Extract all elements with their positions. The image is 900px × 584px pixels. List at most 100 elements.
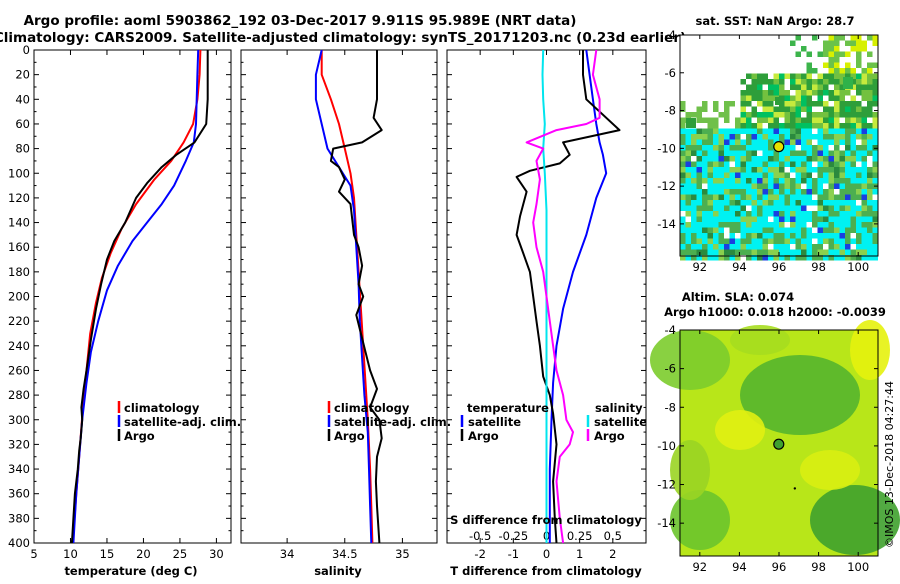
sst-cell xyxy=(707,189,713,195)
sst-cell xyxy=(713,150,719,156)
y-tick-label: 400 xyxy=(8,536,30,550)
sst-cell xyxy=(861,216,867,222)
sst-cell xyxy=(768,200,774,206)
sst-cell xyxy=(861,79,867,85)
sst-cell xyxy=(746,227,752,233)
sst-cell xyxy=(801,73,807,79)
sst-cell xyxy=(806,128,812,134)
sst-cell xyxy=(696,172,702,178)
sst-cell xyxy=(828,178,834,184)
sst-cell xyxy=(768,134,774,140)
sst-cell xyxy=(823,112,829,118)
sst-cell xyxy=(751,128,757,134)
sst-cell xyxy=(828,62,834,68)
sst-cell xyxy=(773,156,779,162)
sst-cell xyxy=(751,84,757,90)
y-tick-label: 300 xyxy=(8,413,30,427)
sst-cell xyxy=(817,200,823,206)
sst-cell xyxy=(757,112,763,118)
sst-cell xyxy=(867,68,873,74)
sst-cell xyxy=(757,139,763,145)
sst-cell xyxy=(845,244,851,250)
sst-cell xyxy=(702,200,708,206)
sst-cell xyxy=(812,117,818,123)
sst-cell xyxy=(790,249,796,255)
sst-cell xyxy=(801,233,807,239)
sst-cell xyxy=(784,249,790,255)
sst-cell xyxy=(784,161,790,167)
sst-cell xyxy=(856,112,862,118)
sst-cell xyxy=(795,156,801,162)
sst-cell xyxy=(762,134,768,140)
x-tick-label: 34.5 xyxy=(332,547,358,561)
sst-cell xyxy=(751,205,757,211)
sst-cell xyxy=(828,123,834,129)
sst-cell xyxy=(823,167,829,173)
sst-cell xyxy=(790,227,796,233)
sst-cell xyxy=(686,118,696,128)
sst-cell xyxy=(713,216,719,222)
sst-cell xyxy=(861,233,867,239)
sst-cell xyxy=(806,134,812,140)
sst-cell xyxy=(823,244,829,250)
sst-cell xyxy=(784,222,790,228)
sst-cell xyxy=(856,172,862,178)
sst-cell xyxy=(773,84,779,90)
sst-cell xyxy=(740,172,746,178)
sst-cell xyxy=(713,161,719,167)
sst-cell xyxy=(850,106,856,112)
sst-cell xyxy=(762,200,768,206)
sst-cell xyxy=(839,35,845,41)
sst-cell xyxy=(839,178,845,184)
sst-cell xyxy=(724,194,730,200)
sst-cell xyxy=(746,205,752,211)
sst-cell xyxy=(751,233,757,239)
sst-cell xyxy=(845,178,851,184)
sst-cell xyxy=(784,167,790,173)
sst-cell xyxy=(680,216,686,222)
sst-cell xyxy=(795,178,801,184)
sst-cell xyxy=(872,117,878,123)
sst-cell xyxy=(861,189,867,195)
sst-cell xyxy=(845,106,851,112)
sst-cell xyxy=(757,167,763,173)
sst-cell xyxy=(680,139,686,145)
sst-cell xyxy=(713,205,719,211)
sst-cell xyxy=(795,79,801,85)
sst-cell xyxy=(856,183,862,189)
sst-cell xyxy=(691,145,697,151)
y-tick-label: 360 xyxy=(8,487,30,501)
y-tick-label: -6 xyxy=(665,66,676,80)
sst-cell xyxy=(757,134,763,140)
sst-cell xyxy=(861,205,867,211)
x-tick-label: 30 xyxy=(209,547,224,561)
sst-cell xyxy=(713,183,719,189)
sst-cell xyxy=(751,73,757,79)
y-tick-label: -8 xyxy=(665,400,676,414)
sst-cell xyxy=(718,205,724,211)
sst-cell xyxy=(834,150,840,156)
sst-cell xyxy=(713,249,719,255)
sst-cell xyxy=(768,90,774,96)
sst-cell xyxy=(768,222,774,228)
sst-cell xyxy=(867,161,873,167)
sst-cell xyxy=(729,189,735,195)
sst-cell xyxy=(724,189,730,195)
sst-cell xyxy=(834,205,840,211)
sst-cell xyxy=(812,244,818,250)
sst-cell xyxy=(779,238,785,244)
y-tick-label: 380 xyxy=(8,511,30,525)
sst-cell xyxy=(779,134,785,140)
sst-cell xyxy=(746,178,752,184)
sst-cell xyxy=(685,161,691,167)
sst-cell xyxy=(762,216,768,222)
sst-cell xyxy=(735,233,741,239)
sst-cell xyxy=(801,156,807,162)
sst-cell xyxy=(702,216,708,222)
sst-cell xyxy=(867,51,873,57)
sst-cell xyxy=(685,249,691,255)
sst-cell xyxy=(779,227,785,233)
sst-cell xyxy=(845,200,851,206)
sst-cell xyxy=(867,172,873,178)
sst-cell xyxy=(834,238,840,244)
